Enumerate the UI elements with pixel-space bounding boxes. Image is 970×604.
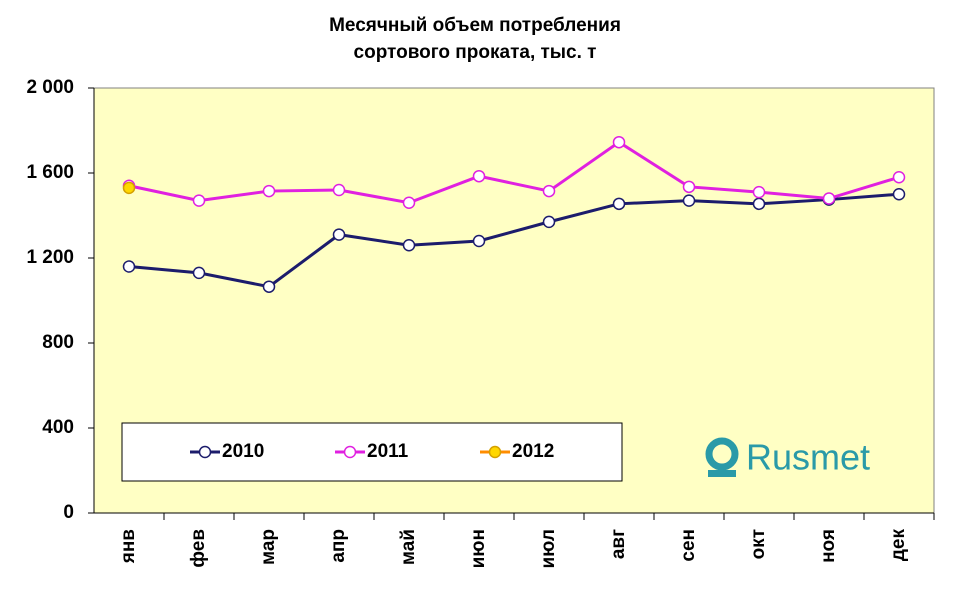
marker <box>262 280 276 293</box>
legend-marker <box>488 445 502 459</box>
logo-icon <box>705 437 739 471</box>
x-tick-label: окт <box>748 529 769 559</box>
marker <box>122 260 136 273</box>
marker <box>822 192 836 205</box>
x-tick-label: авг <box>608 529 629 559</box>
marker <box>752 185 766 199</box>
x-tick-label: ноя <box>818 529 839 563</box>
marker <box>332 183 346 197</box>
marker <box>752 197 766 211</box>
marker <box>542 215 556 229</box>
x-tick-label: янв <box>118 529 139 564</box>
marker <box>402 239 416 252</box>
legend-label: 2011 <box>367 441 409 462</box>
marker <box>332 228 346 241</box>
legend <box>121 422 623 482</box>
series-line <box>128 192 900 289</box>
x-tick-label: июл <box>538 529 559 569</box>
x-tick-label: мар <box>258 529 279 565</box>
chart-title: Месячный объем потребления <box>329 15 621 36</box>
y-tick-label: 1 200 <box>26 247 74 268</box>
y-tick-label: 2 000 <box>26 77 74 98</box>
marker <box>472 169 486 183</box>
marker <box>402 196 416 209</box>
marker <box>192 194 206 207</box>
marker <box>682 194 696 207</box>
y-tick-label: 0 <box>63 502 74 523</box>
logo-icon <box>708 470 736 477</box>
chart-title: сортового проката, тыс. т <box>354 42 597 63</box>
legend-label: 2012 <box>512 441 554 462</box>
marker <box>122 181 136 195</box>
marker <box>612 135 626 149</box>
y-tick-label: 800 <box>42 332 74 353</box>
x-tick-label: май <box>398 529 419 565</box>
marker <box>612 197 626 211</box>
y-tick-label: 400 <box>42 417 74 438</box>
series-line <box>128 140 900 205</box>
x-tick-label: сен <box>678 529 699 562</box>
x-tick-label: апр <box>328 529 349 563</box>
x-tick-label: фев <box>188 529 209 568</box>
legend-marker <box>198 445 212 459</box>
marker <box>262 184 276 198</box>
y-tick-label: 1 600 <box>26 162 74 183</box>
x-tick-label: дек <box>888 529 909 562</box>
x-tick-label: июн <box>468 529 489 568</box>
marker <box>192 266 206 280</box>
legend-label: 2010 <box>222 441 264 462</box>
legend-marker <box>343 445 357 459</box>
marker <box>892 171 906 184</box>
logo-text: Rusmet <box>746 437 870 478</box>
marker <box>892 188 906 201</box>
marker <box>682 180 696 194</box>
marker <box>472 234 486 248</box>
marker <box>542 184 556 198</box>
